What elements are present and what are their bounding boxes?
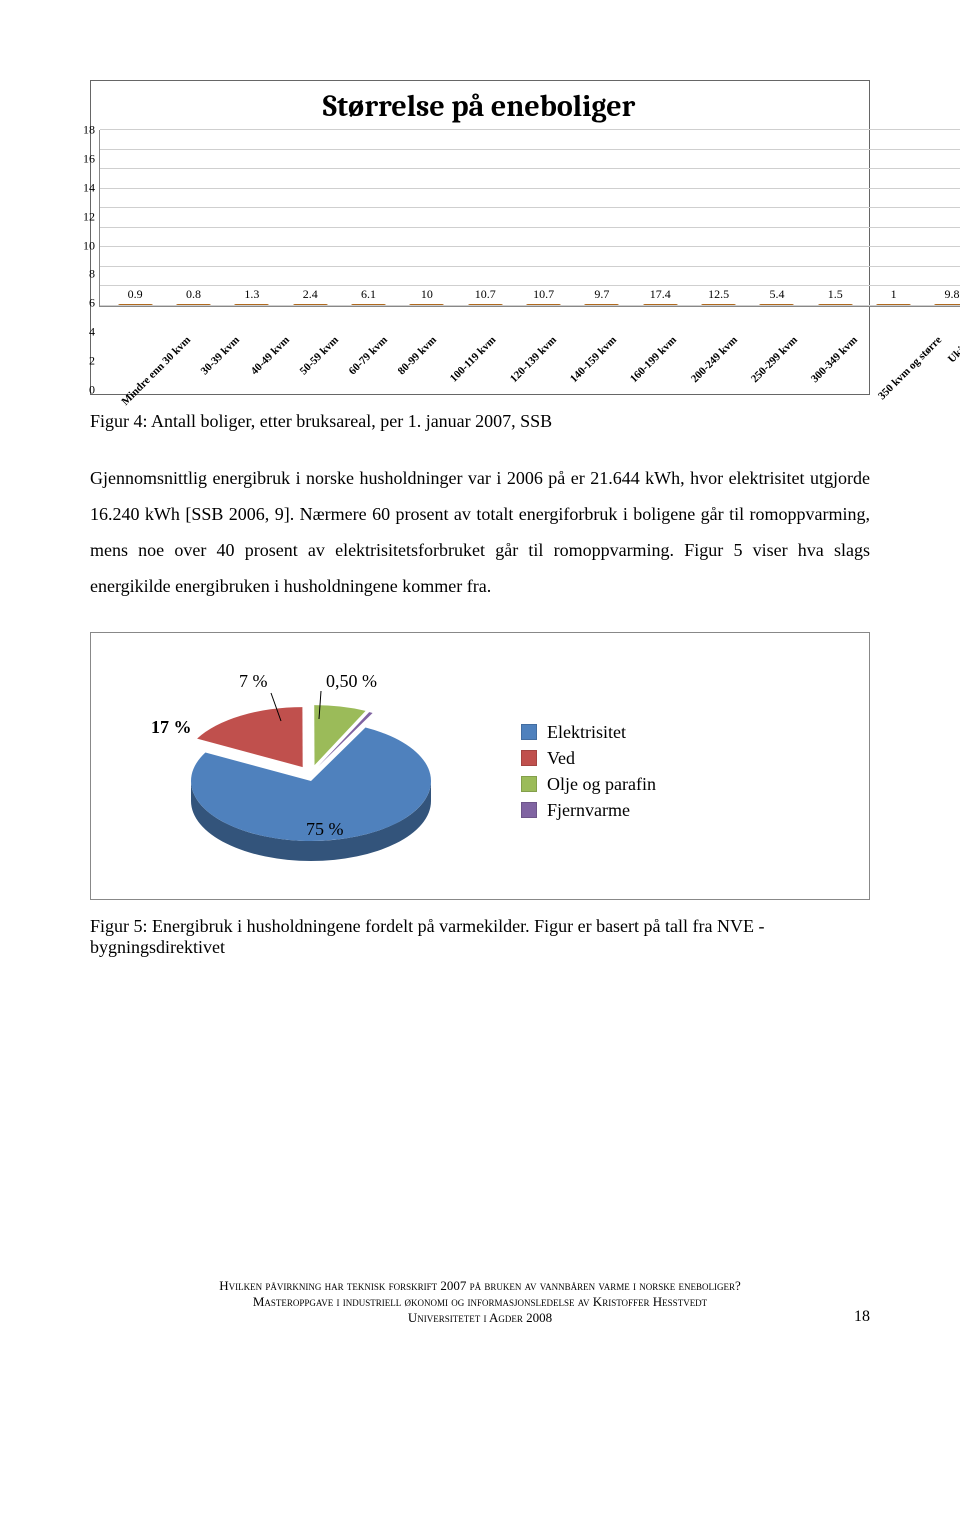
legend-label: Elektrisitet <box>547 722 626 743</box>
legend-item: Olje og parafin <box>521 774 656 795</box>
legend-swatch <box>521 802 537 818</box>
bar-value-label: 0.8 <box>186 287 201 302</box>
bar-slot: 9.8 <box>923 287 960 306</box>
x-category-label: 350 kvm og større <box>876 334 960 450</box>
bar-value-label: 0.9 <box>128 287 143 302</box>
y-tick: 18 <box>83 123 95 138</box>
bar-value-label: 17.4 <box>650 287 671 302</box>
legend-swatch <box>521 724 537 740</box>
bar-slot: 0.8 <box>164 287 222 306</box>
bar-value-label: 2.4 <box>303 287 318 302</box>
y-tick: 2 <box>89 354 95 369</box>
bar-slot: 5.4 <box>748 287 806 306</box>
footer-line-3: Universitetet i Agder 2008 <box>90 1310 870 1326</box>
bar-value-label: 12.5 <box>708 287 729 302</box>
bar-slot: 10.7 <box>456 287 514 306</box>
legend-item: Fjernvarme <box>521 800 656 821</box>
bar-chart: 024681012141618 0.90.81.32.46.11010.710.… <box>99 130 859 390</box>
bar-chart-title: Størrelse på eneboliger <box>99 89 859 124</box>
bar-slot: 9.7 <box>573 287 631 306</box>
pie-chart-container: 75 % 17 % 7 % 0,50 % Elektrisitet Ved Olje og… <box>90 632 870 900</box>
bar-value-label: 6.1 <box>361 287 376 302</box>
bar-value-label: 9.8 <box>944 287 959 302</box>
legend-item: Ved <box>521 748 656 769</box>
bar-value-label: 1.5 <box>828 287 843 302</box>
bar-chart-x-labels: Mindre enn 30 kvm30-39 kvm40-49 kvm50-59… <box>99 307 960 390</box>
bar-value-label: 1.3 <box>244 287 259 302</box>
y-tick: 6 <box>89 296 95 311</box>
y-tick: 14 <box>83 180 95 195</box>
pie-chart: 75 % 17 % 7 % 0,50 % <box>121 661 481 881</box>
y-tick: 4 <box>89 325 95 340</box>
bar-slot: 6.1 <box>339 287 397 306</box>
footer-line-1: Hvilken påvirkning har teknisk forskrift… <box>90 1278 870 1294</box>
page-footer: Hvilken påvirkning har teknisk forskrift… <box>90 1278 870 1326</box>
legend-label: Ved <box>547 748 575 769</box>
legend-label: Fjernvarme <box>547 800 630 821</box>
bar-slot: 12.5 <box>689 287 747 306</box>
legend-label: Olje og parafin <box>547 774 656 795</box>
bar-value-label: 9.7 <box>594 287 609 302</box>
bar-value-label: 5.4 <box>769 287 784 302</box>
pie-pct-label: 0,50 % <box>326 671 377 692</box>
legend-swatch <box>521 750 537 766</box>
footer-line-2: Masteroppgave i industriell økonomi og i… <box>90 1294 870 1310</box>
y-tick: 8 <box>89 267 95 282</box>
pie-pct-label: 17 % <box>151 717 192 738</box>
y-tick: 0 <box>89 383 95 398</box>
bar-slot: 10 <box>398 287 456 306</box>
bar-slot: 10.7 <box>514 287 572 306</box>
pie-pct-label: 75 % <box>306 819 344 840</box>
bar-slot: 0.9 <box>106 287 164 306</box>
y-tick: 10 <box>83 238 95 253</box>
bar-slot: 1 <box>864 287 922 306</box>
figure-5-caption: Figur 5: Energibruk i husholdningene for… <box>90 916 870 958</box>
page-number: 18 <box>854 1308 870 1326</box>
bar-chart-container: Størrelse på eneboliger 024681012141618 … <box>90 80 870 395</box>
bar-slot: 1.3 <box>223 287 281 306</box>
bar-value-label: 10.7 <box>475 287 496 302</box>
bar-chart-plot-area: 0.9 0.8 1.3 2.4 6.1 10 10.7 10.7 9.7 17.4 12.5 5.4 1… <box>99 130 960 307</box>
pie-pct-label: 7 % <box>239 671 268 692</box>
legend-item: Elektrisitet <box>521 722 656 743</box>
bar-value-label: 10 <box>421 287 433 302</box>
bar-value-label: 10.7 <box>533 287 554 302</box>
bar-value-label: 1 <box>891 287 897 302</box>
body-paragraph: Gjennomsnittlig energibruk i norske hush… <box>90 460 870 604</box>
legend-swatch <box>521 776 537 792</box>
y-tick: 16 <box>83 151 95 166</box>
bar-slot: 2.4 <box>281 287 339 306</box>
y-tick: 12 <box>83 209 95 224</box>
pie-chart-legend: Elektrisitet Ved Olje og parafin Fjernvarme <box>521 717 656 826</box>
bar-slot: 17.4 <box>631 287 689 306</box>
bar-slot: 1.5 <box>806 287 864 306</box>
